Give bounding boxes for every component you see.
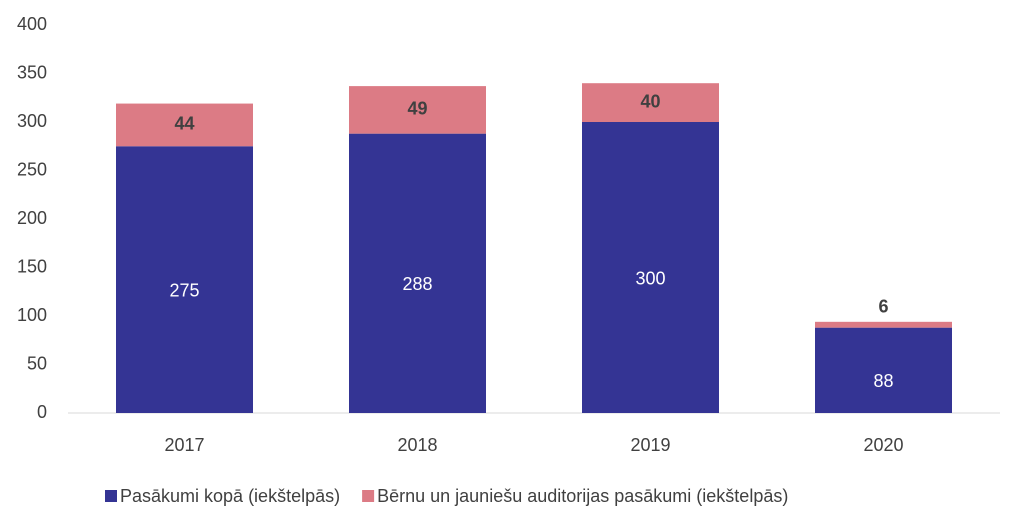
bar-segment: [815, 321, 952, 328]
legend-label: Bērnu un jauniešu auditorijas pasākumi (…: [377, 486, 788, 506]
data-label: 44: [174, 114, 194, 134]
legend-swatch: [362, 490, 375, 502]
x-tick-label: 2017: [164, 435, 204, 455]
y-tick-label: 150: [17, 256, 47, 276]
legend-label: Pasākumi kopā (iekštelpās): [120, 486, 340, 506]
y-tick-label: 300: [17, 111, 47, 131]
bar-segment: [349, 133, 486, 413]
bar-segment: [582, 83, 719, 122]
legend-swatch: [105, 490, 117, 502]
data-label: 300: [635, 268, 665, 288]
y-tick-label: 100: [17, 305, 47, 325]
x-tick-label: 2020: [863, 435, 903, 455]
bar-segment: [349, 86, 486, 134]
bar-segment: [582, 122, 719, 413]
y-tick-label: 200: [17, 208, 47, 228]
y-tick-label: 50: [27, 353, 47, 373]
bar-segment: [116, 146, 253, 413]
y-tick-label: 400: [17, 14, 47, 34]
data-label: 49: [407, 99, 427, 119]
data-label: 40: [640, 91, 660, 111]
data-label: 88: [873, 371, 893, 391]
data-label: 288: [402, 274, 432, 294]
x-tick-label: 2018: [397, 435, 437, 455]
data-label: 6: [878, 297, 888, 317]
y-tick-label: 350: [17, 62, 47, 82]
data-label: 275: [169, 280, 199, 300]
x-tick-label: 2019: [630, 435, 670, 455]
bar-segment: [815, 327, 952, 413]
y-tick-label: 0: [37, 402, 47, 422]
bar-segment: [116, 103, 253, 147]
y-tick-label: 250: [17, 159, 47, 179]
